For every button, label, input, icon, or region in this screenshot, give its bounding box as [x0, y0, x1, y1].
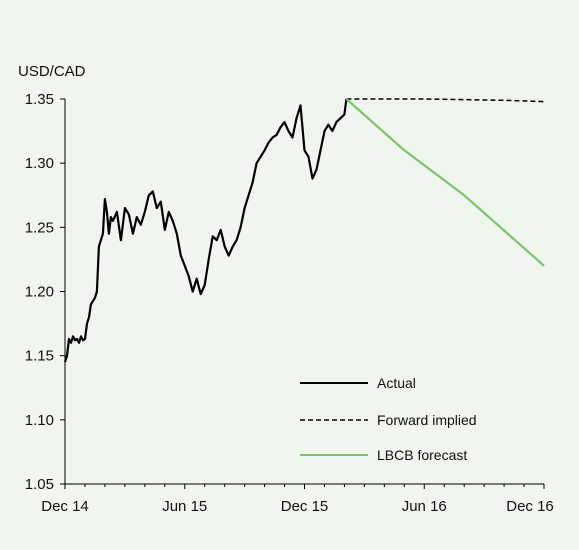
- y-axis: 1.05 1.10 1.15 1.20 1.25 1.30 1.35: [25, 91, 66, 493]
- x-tick-label: Dec 14: [41, 498, 89, 515]
- x-tick-label: Dec 15: [281, 498, 329, 515]
- y-tick-label: 1.20: [25, 284, 54, 301]
- series-line-actual: [63, 98, 348, 363]
- legend-label-lbcb-forecast: LBCB forecast: [377, 447, 467, 463]
- series-line-lbcb-forecast: [345, 98, 545, 267]
- legend: Actual Forward implied LBCB forecast: [300, 375, 477, 463]
- y-tick-label: 1.10: [25, 412, 54, 429]
- x-tick-label: Jun 16: [402, 498, 447, 515]
- y-tick-label: 1.05: [25, 476, 54, 493]
- y-tick-label: 1.30: [25, 155, 54, 172]
- y-tick-label: 1.25: [25, 219, 54, 236]
- x-tick-label: Dec 16: [506, 498, 554, 515]
- x-tick-label: Jun 15: [162, 498, 207, 515]
- series-line-forward-implied: [346, 98, 545, 103]
- series-layer: [63, 98, 545, 363]
- y-tick-label: 1.35: [25, 91, 54, 108]
- legend-label-forward-implied: Forward implied: [377, 412, 477, 428]
- x-axis: Dec 14 Jun 15 Dec 15 Jun 16 Dec 16: [41, 483, 554, 515]
- legend-label-actual: Actual: [377, 375, 416, 391]
- y-axis-unit-label: USD/CAD: [18, 63, 86, 80]
- y-tick-label: 1.15: [25, 348, 54, 365]
